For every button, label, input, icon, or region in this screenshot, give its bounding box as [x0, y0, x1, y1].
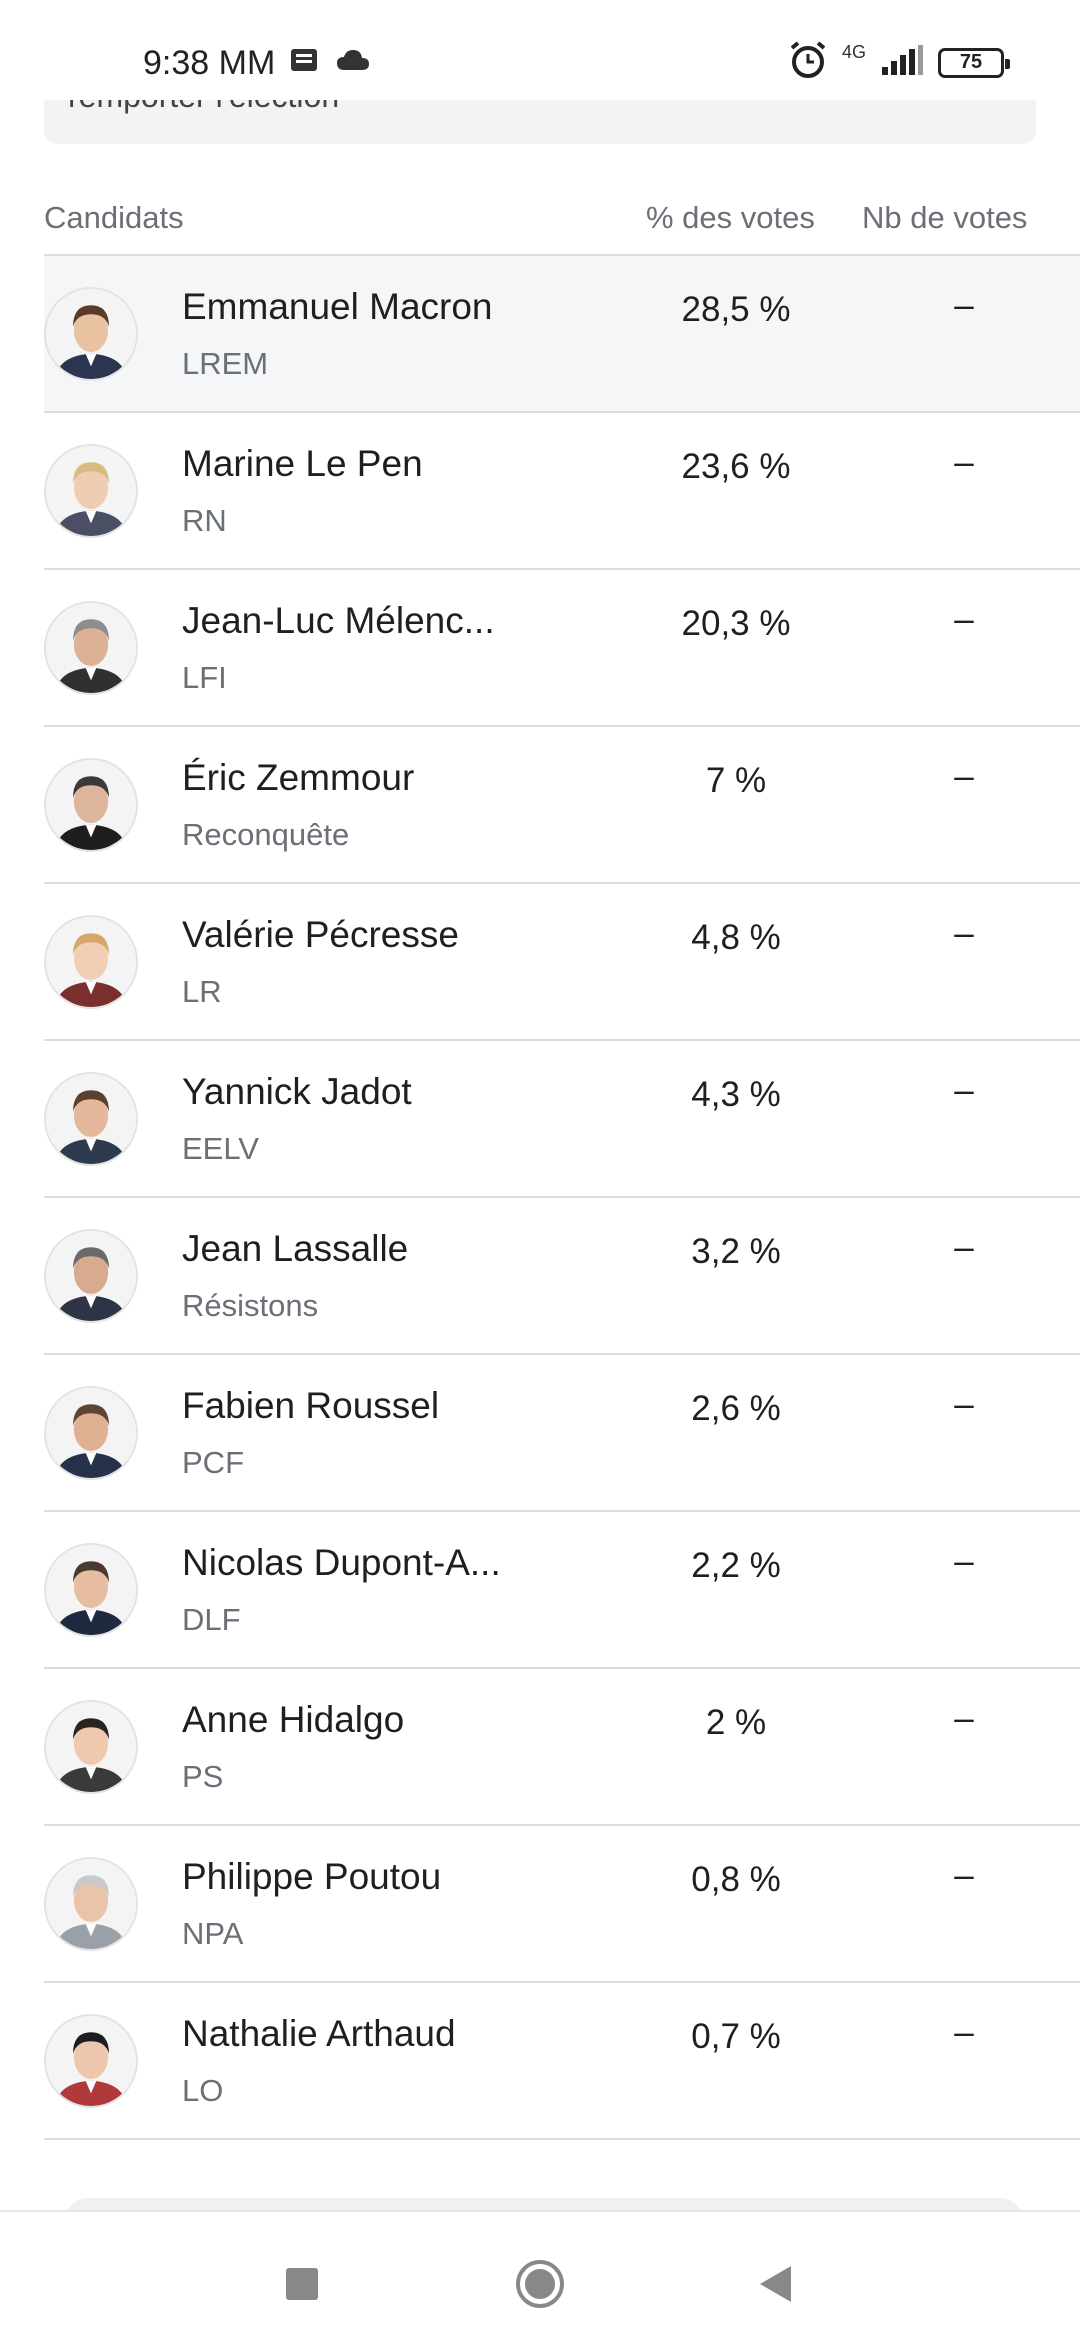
table-row[interactable]: Éric Zemmour Reconquête 7 % –: [44, 727, 1080, 884]
candidate-avatar: [44, 1543, 138, 1637]
candidate-name: Anne Hidalgo: [182, 1699, 405, 1740]
table-row[interactable]: Valérie Pécresse LR 4,8 % –: [44, 884, 1080, 1041]
message-icon: [290, 48, 320, 79]
vote-count: –: [954, 443, 974, 482]
vote-count: –: [954, 600, 974, 639]
vote-count: –: [954, 1856, 974, 1895]
cloud-icon: [336, 48, 370, 79]
candidate-avatar: [44, 1072, 138, 1166]
candidate-avatar: [44, 915, 138, 1009]
candidate-party: LR: [182, 974, 222, 1009]
vote-percent: 23,6 %: [681, 447, 791, 486]
vote-count: –: [954, 286, 974, 325]
candidate-avatar: [44, 758, 138, 852]
candidate-name: Emmanuel Macron: [182, 286, 493, 327]
candidate-party: Reconquête: [182, 817, 350, 852]
back-triangle-icon[interactable]: [746, 2254, 806, 2314]
candidate-party: LFI: [182, 660, 227, 695]
header-candidates: Candidats: [44, 200, 184, 235]
candidate-name: Jean Lassalle: [182, 1228, 409, 1269]
candidate-avatar: [44, 444, 138, 538]
table-row[interactable]: Yannick Jadot EELV 4,3 % –: [44, 1041, 1080, 1198]
vote-count: –: [954, 1385, 974, 1424]
candidate-name: Fabien Roussel: [182, 1385, 440, 1426]
header-percent: % des votes: [646, 200, 815, 235]
vote-count: –: [954, 914, 974, 953]
table-row[interactable]: Fabien Roussel PCF 2,6 % –: [44, 1355, 1080, 1512]
vote-percent: 0,8 %: [691, 1860, 781, 1899]
info-banner: remporter l'élection: [44, 100, 1036, 144]
table-row[interactable]: Nicolas Dupont-A... DLF 2,2 % –: [44, 1512, 1080, 1669]
results-table-body: Emmanuel Macron LREM 28,5 % – Marine Le Pen R…: [44, 256, 1080, 2140]
candidate-avatar: [44, 1857, 138, 1951]
recents-square-icon[interactable]: [272, 2254, 332, 2314]
candidate-name: Marine Le Pen: [182, 443, 423, 484]
candidate-name: Philippe Poutou: [182, 1856, 442, 1897]
table-row[interactable]: Jean Lassalle Résistons 3,2 % –: [44, 1198, 1080, 1355]
vote-percent: 0,7 %: [691, 2017, 781, 2056]
candidate-name: Nicolas Dupont-A...: [182, 1542, 501, 1583]
system-nav-bar: [0, 2210, 1080, 2340]
vote-count: –: [954, 757, 974, 796]
vote-percent: 2,6 %: [691, 1389, 781, 1428]
candidate-name: Jean-Luc Mélenc...: [182, 600, 495, 641]
candidate-party: Résistons: [182, 1288, 319, 1323]
vote-percent: 28,5 %: [681, 290, 791, 329]
header-votes: Nb de votes: [862, 200, 1028, 235]
vote-percent: 2,2 %: [691, 1546, 781, 1585]
signal-icon: [880, 45, 924, 80]
candidate-name: Nathalie Arthaud: [182, 2013, 456, 2054]
home-circle-icon[interactable]: [510, 2254, 570, 2314]
vote-percent: 3,2 %: [691, 1232, 781, 1271]
candidate-name: Yannick Jadot: [182, 1071, 412, 1112]
battery-icon: 75: [938, 47, 1010, 78]
table-row[interactable]: Philippe Poutou NPA 0,8 % –: [44, 1826, 1080, 1983]
status-time: 9:38 MM: [143, 44, 276, 82]
candidate-name: Valérie Pécresse: [182, 914, 459, 955]
candidate-party: PCF: [182, 1445, 244, 1480]
candidate-party: DLF: [182, 1602, 241, 1637]
candidate-party: NPA: [182, 1916, 244, 1951]
candidate-name: Éric Zemmour: [182, 757, 415, 798]
alarm-icon: [788, 40, 828, 85]
status-bar: 9:38 MM 4G 75: [0, 0, 1080, 100]
table-row[interactable]: Jean-Luc Mélenc... LFI 20,3 % –: [44, 570, 1080, 727]
network-type: 4G: [841, 42, 866, 62]
candidate-party: LO: [182, 2073, 224, 2108]
candidate-party: PS: [182, 1759, 224, 1794]
candidate-party: LREM: [182, 346, 269, 381]
candidate-avatar: [44, 287, 138, 381]
candidate-avatar: [44, 1700, 138, 1794]
results-table-header: Candidats % des votes Nb de votes: [44, 196, 1080, 256]
candidate-avatar: [44, 2014, 138, 2108]
vote-count: –: [954, 2013, 974, 2052]
vote-count: –: [954, 1071, 974, 1110]
candidate-party: EELV: [182, 1131, 259, 1166]
vote-count: –: [954, 1228, 974, 1267]
candidate-avatar: [44, 1386, 138, 1480]
table-row[interactable]: Nathalie Arthaud LO 0,7 % –: [44, 1983, 1080, 2140]
banner-text: remporter l'élection: [68, 100, 339, 115]
battery-level: 75: [959, 51, 983, 73]
vote-count: –: [954, 1542, 974, 1581]
table-row[interactable]: Anne Hidalgo PS 2 % –: [44, 1669, 1080, 1826]
vote-percent: 4,3 %: [691, 1075, 781, 1114]
vote-percent: 20,3 %: [681, 604, 791, 643]
vote-percent: 7 %: [705, 761, 767, 800]
table-row[interactable]: Marine Le Pen RN 23,6 % –: [44, 413, 1080, 570]
vote-percent: 2 %: [705, 1703, 767, 1742]
vote-count: –: [954, 1699, 974, 1738]
candidate-party: RN: [182, 503, 227, 538]
table-row[interactable]: Emmanuel Macron LREM 28,5 % –: [44, 256, 1080, 413]
candidate-avatar: [44, 601, 138, 695]
candidate-avatar: [44, 1229, 138, 1323]
vote-percent: 4,8 %: [691, 918, 781, 957]
